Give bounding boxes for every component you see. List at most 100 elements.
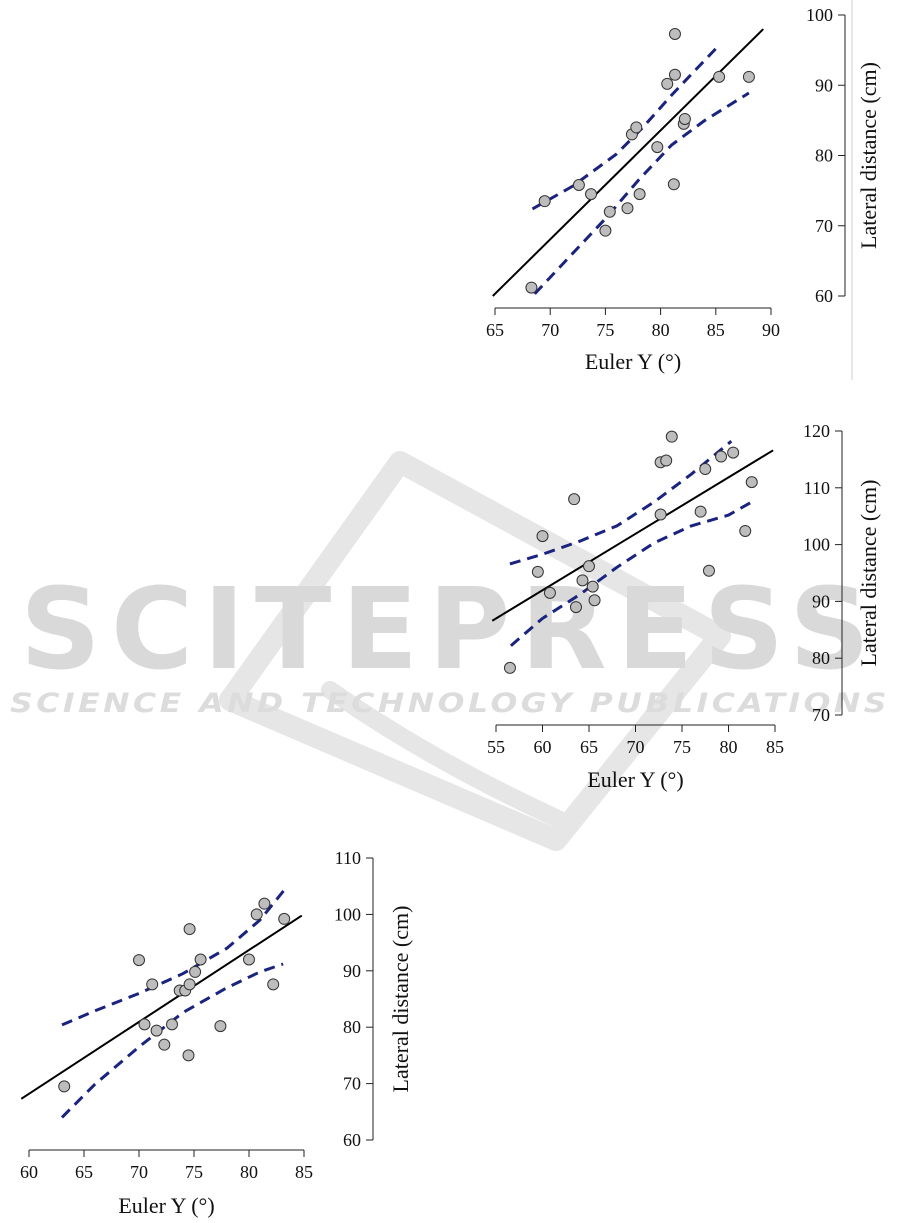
x-tick-label: 90 bbox=[762, 320, 780, 340]
x-tick-label: 75 bbox=[596, 320, 614, 340]
x-tick-label: 65 bbox=[486, 320, 504, 340]
data-point bbox=[599, 224, 612, 237]
y-tick-label: 70 bbox=[815, 216, 833, 236]
data-point bbox=[668, 27, 681, 40]
data-point bbox=[243, 953, 255, 966]
data-point bbox=[536, 530, 549, 543]
data-point bbox=[183, 978, 196, 991]
data-point bbox=[660, 454, 673, 467]
confidence-band-lower bbox=[533, 91, 750, 295]
data-point bbox=[250, 908, 263, 921]
data-point bbox=[146, 978, 159, 991]
x-axis-title: Euler Y (°) bbox=[585, 349, 681, 374]
data-point bbox=[568, 493, 581, 506]
data-point bbox=[194, 953, 207, 966]
data-point bbox=[715, 450, 728, 463]
data-point bbox=[739, 524, 752, 537]
y-tick-label: 120 bbox=[803, 421, 830, 441]
data-point bbox=[58, 1080, 71, 1093]
x-tick-label: 70 bbox=[541, 320, 559, 340]
data-point bbox=[150, 1024, 163, 1037]
y-tick-label: 70 bbox=[812, 705, 830, 725]
y-axis-title: Lateral distance (cm) bbox=[856, 480, 881, 667]
y-tick-label: 90 bbox=[815, 75, 833, 95]
x-tick-label: 75 bbox=[185, 1162, 203, 1182]
data-point bbox=[742, 70, 755, 83]
x-axis-title: Euler Y (°) bbox=[118, 1193, 214, 1218]
confidence-band-upper bbox=[61, 889, 286, 1027]
scatter-plot-2: 55 60 65 70 75 80 85 70 80 90 100 110 120 Euler Y (°)… bbox=[487, 421, 881, 792]
data-point bbox=[678, 112, 691, 125]
data-point bbox=[630, 121, 643, 134]
data-point bbox=[133, 954, 145, 967]
data-point bbox=[702, 564, 715, 577]
y-tick-label: 70 bbox=[343, 1074, 361, 1094]
scatter-plot-1: 65 70 75 80 85 90 60 70 80 90 100 Euler Y (°) Latera… bbox=[486, 5, 881, 374]
x-tick-label: 65 bbox=[75, 1162, 93, 1182]
confidence-band-upper bbox=[509, 440, 733, 566]
data-point bbox=[503, 661, 516, 674]
data-point bbox=[267, 978, 280, 991]
data-point bbox=[158, 1038, 171, 1051]
x-tick-label: 80 bbox=[652, 320, 670, 340]
x-axis-title: Euler Y (°) bbox=[587, 767, 683, 792]
data-point bbox=[713, 70, 726, 83]
x-tick-label: 60 bbox=[20, 1162, 38, 1182]
x-tick-label: 85 bbox=[766, 737, 784, 757]
y-tick-label: 80 bbox=[343, 1017, 361, 1037]
x-tick-label: 55 bbox=[487, 737, 505, 757]
confidence-band-upper bbox=[531, 44, 721, 211]
x-tick-label: 70 bbox=[130, 1162, 148, 1182]
y-tick-label: 80 bbox=[812, 648, 830, 668]
data-point bbox=[538, 195, 551, 208]
watermark-brand: SCITEPRESS bbox=[20, 565, 880, 695]
x-tick-label: 65 bbox=[580, 737, 598, 757]
x-tick-label: 80 bbox=[720, 737, 738, 757]
x-tick-label: 85 bbox=[707, 320, 725, 340]
data-point bbox=[654, 508, 667, 521]
data-point bbox=[525, 281, 538, 294]
y-axis-title: Lateral distance (cm) bbox=[856, 62, 881, 249]
y-tick-label: 100 bbox=[334, 904, 361, 924]
data-point bbox=[543, 586, 556, 599]
regression-line bbox=[491, 449, 774, 622]
data-point bbox=[661, 77, 674, 90]
data-point bbox=[633, 188, 646, 201]
watermark-logo-swoosh bbox=[321, 681, 569, 829]
regression-line bbox=[492, 28, 764, 297]
data-point bbox=[278, 912, 291, 925]
data-point bbox=[745, 476, 758, 489]
watermark-logo-shape bbox=[219, 451, 731, 851]
y-tick-label: 110 bbox=[804, 478, 830, 498]
data-point bbox=[572, 179, 585, 192]
data-point bbox=[668, 68, 681, 81]
watermark-tagline: SCIENCE AND TECHNOLOGY PUBLICATIONS bbox=[10, 688, 890, 719]
data-point bbox=[531, 565, 544, 578]
data-point bbox=[586, 580, 599, 593]
data-point bbox=[667, 178, 680, 191]
data-point bbox=[621, 202, 634, 215]
data-point bbox=[569, 601, 582, 614]
y-tick-label: 100 bbox=[806, 5, 833, 25]
confidence-band-lower bbox=[509, 499, 755, 647]
y-tick-label: 90 bbox=[343, 961, 361, 981]
y-axis-title: Lateral distance (cm) bbox=[388, 906, 413, 1093]
data-point bbox=[166, 1018, 178, 1031]
data-point bbox=[576, 574, 589, 587]
y-tick-label: 80 bbox=[815, 146, 833, 166]
x-tick-label: 70 bbox=[627, 737, 645, 757]
y-tick-label: 90 bbox=[812, 591, 830, 611]
data-point bbox=[583, 560, 595, 573]
x-tick-label: 85 bbox=[295, 1162, 313, 1182]
y-tick-label: 60 bbox=[815, 286, 833, 306]
data-point bbox=[138, 1018, 151, 1031]
data-point bbox=[727, 446, 740, 459]
y-tick-label: 110 bbox=[335, 848, 361, 868]
data-point bbox=[603, 205, 616, 218]
confidence-band-lower bbox=[60, 962, 284, 1119]
data-point bbox=[585, 188, 598, 201]
data-point bbox=[183, 923, 196, 936]
publisher-watermark: SCITEPRESS SCIENCE AND TECHNOLOGY PUBLIC… bbox=[10, 451, 890, 851]
y-tick-label: 100 bbox=[803, 535, 830, 555]
